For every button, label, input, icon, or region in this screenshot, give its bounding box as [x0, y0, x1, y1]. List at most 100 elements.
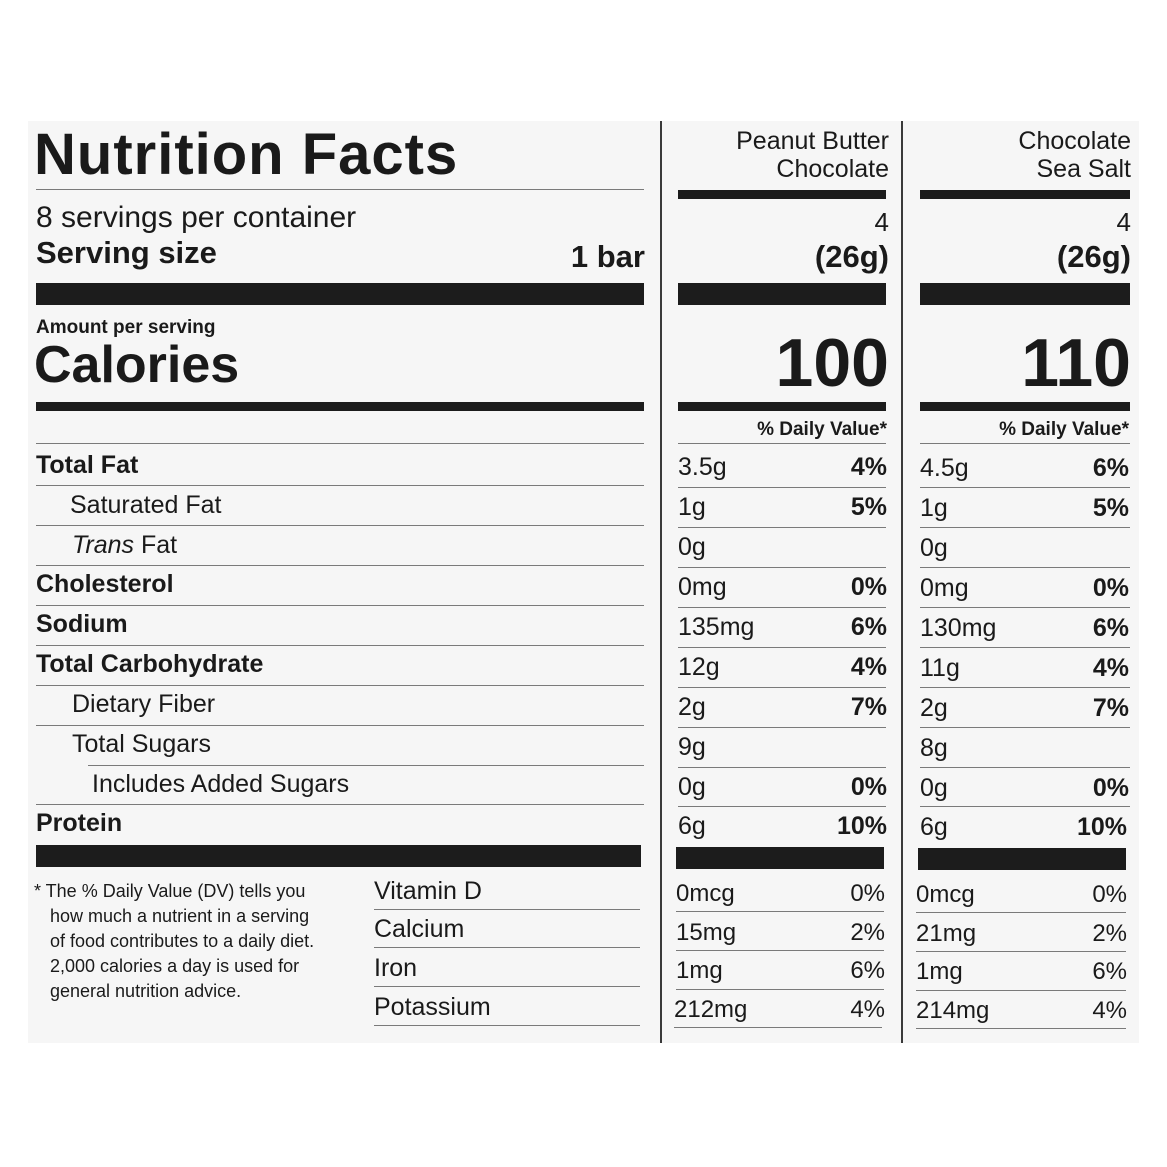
product-2-name-line2: Sea Salt	[1036, 155, 1131, 183]
row-rule	[374, 909, 640, 910]
product-1-serving-weight: (26g)	[814, 239, 889, 274]
vitamin-p2-dv: 2%	[1092, 920, 1127, 947]
product-1-calories-divider	[678, 402, 886, 411]
nutrient-p2-dv: 6%	[1092, 614, 1129, 642]
column-divider-2	[901, 121, 903, 1043]
serving-size-label: Serving size	[36, 235, 217, 270]
product-2-calories-divider	[920, 402, 1130, 411]
row-rule	[916, 1028, 1126, 1029]
vitamin-label-vitamin-d: Vitamin D	[374, 877, 482, 905]
product-1-calories: 100	[775, 325, 889, 401]
vitamin-p2-amount: 21mg	[916, 920, 977, 947]
row-rule	[678, 607, 886, 608]
footnote-line4: 2,000 calories a day is used for	[50, 956, 300, 976]
product-1-name-line2: Chocolate	[776, 155, 889, 183]
vitamin-p1-amount: 212mg	[674, 996, 748, 1023]
calories-label: Calories	[34, 336, 240, 394]
nutrient-p1-amount: 135mg	[678, 613, 755, 641]
product-1-serving-divider	[678, 283, 886, 305]
footnote-line2: how much a nutrient in a serving	[50, 906, 310, 926]
nutrient-p2-amount: 130mg	[920, 614, 997, 642]
row-rule	[678, 727, 886, 728]
nutrient-p2-amount: 4.5g	[920, 454, 969, 482]
amount-per-serving: Amount per serving	[36, 317, 216, 338]
row-rule	[674, 1027, 882, 1028]
row-rule	[374, 986, 640, 987]
row-rule	[678, 567, 886, 568]
footnote-line5: general nutrition advice.	[50, 981, 242, 1001]
vitamin-p2-amount: 0mcg	[916, 881, 975, 908]
nutrient-p2-amount: 1g	[920, 494, 948, 522]
nutrient-p2-dv: 0%	[1092, 774, 1129, 802]
row-rule	[678, 487, 886, 488]
nutrient-p2-amount: 0mg	[920, 574, 969, 602]
product-2-name-line1: Chocolate	[1018, 127, 1131, 155]
nutrient-p1-dv: 4%	[850, 653, 887, 681]
serving-divider	[36, 283, 644, 305]
row-rule	[36, 645, 644, 646]
row-rule	[36, 725, 644, 726]
nutrient-p1-amount: 6g	[678, 812, 706, 840]
nutrient-label-total-fat: Total Fat	[36, 451, 139, 479]
row-rule	[678, 647, 886, 648]
dv-heading-rule-left	[36, 443, 644, 444]
trans-fat-rest: Fat	[134, 531, 178, 559]
row-rule	[920, 647, 1130, 648]
page-title: Nutrition Facts	[34, 122, 459, 187]
vitamin-p1-amount: 1mg	[676, 957, 723, 984]
nutrient-p1-amount: 0mg	[678, 573, 727, 601]
row-rule	[920, 567, 1130, 568]
row-rule	[36, 485, 644, 486]
row-rule	[374, 1025, 640, 1026]
protein-divider-p2	[918, 848, 1126, 870]
vitamin-p1-dv: 6%	[850, 957, 885, 984]
nutrient-p2-dv: 6%	[1092, 454, 1129, 482]
nutrient-p2-dv: 4%	[1092, 654, 1129, 682]
nutrient-p1-amount: 2g	[678, 693, 706, 721]
row-rule	[36, 804, 644, 805]
row-rule	[916, 990, 1126, 991]
product-1-name-line1: Peanut Butter	[736, 127, 889, 155]
row-rule	[920, 767, 1130, 768]
product-1-dv-heading: % Daily Value*	[757, 419, 887, 440]
vitamin-p1-dv: 4%	[850, 996, 885, 1023]
vitamin-p2-amount: 1mg	[916, 958, 963, 985]
row-rule	[676, 911, 884, 912]
nutrient-p1-amount: 12g	[678, 653, 720, 681]
nutrient-p2-amount: 2g	[920, 694, 948, 722]
servings-per-container: 8 servings per container	[36, 201, 357, 234]
nutrition-facts-label: Nutrition Facts 8 servings per container…	[28, 121, 1139, 1043]
nutrient-p2-amount: 0g	[920, 534, 948, 562]
row-rule	[36, 605, 644, 606]
title-rule	[36, 189, 644, 190]
nutrient-label-dietary-fiber: Dietary Fiber	[72, 690, 216, 718]
dv-heading-rule-p2	[920, 443, 1130, 444]
product-2-serving-divider	[920, 283, 1130, 305]
row-rule	[920, 607, 1130, 608]
nutrient-p1-amount: 0g	[678, 773, 706, 801]
nutrient-p2-dv: 7%	[1092, 694, 1129, 722]
nutrient-p1-dv: 5%	[850, 493, 887, 521]
protein-divider-left	[36, 845, 641, 867]
vitamin-label-calcium: Calcium	[374, 915, 465, 943]
row-rule	[920, 806, 1130, 807]
nutrient-p1-dv: 6%	[850, 613, 887, 641]
serving-size-value: 1 bar	[570, 239, 645, 274]
row-rule	[36, 565, 644, 566]
nutrient-label-total-sugars: Total Sugars	[72, 730, 211, 758]
row-rule	[88, 765, 644, 766]
row-rule	[678, 687, 886, 688]
nutrient-p1-amount: 3.5g	[678, 453, 727, 481]
nutrient-p2-amount: 8g	[920, 734, 948, 762]
nutrient-p1-dv: 0%	[850, 773, 887, 801]
vitamin-p2-dv: 6%	[1092, 958, 1127, 985]
row-rule	[920, 687, 1130, 688]
row-rule	[678, 527, 886, 528]
row-rule	[916, 912, 1126, 913]
footnote-line1: * The % Daily Value (DV) tells you	[34, 881, 306, 901]
nutrient-label-sodium: Sodium	[36, 610, 128, 638]
nutrient-p2-dv: 5%	[1092, 494, 1129, 522]
vitamin-p1-amount: 15mg	[676, 919, 737, 946]
nutrient-p1-amount: 1g	[678, 493, 706, 521]
nutrient-p1-dv: 0%	[850, 573, 887, 601]
